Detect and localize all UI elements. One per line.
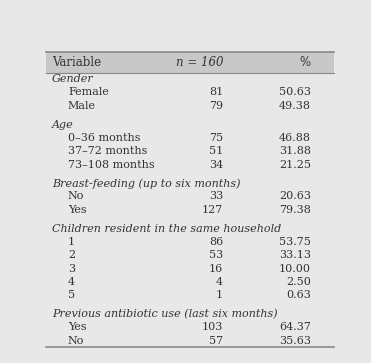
Text: 34: 34: [209, 160, 223, 170]
Text: Yes: Yes: [68, 322, 86, 332]
Text: 5: 5: [68, 290, 75, 301]
Text: 33: 33: [209, 191, 223, 201]
Text: 3: 3: [68, 264, 75, 274]
Text: Previous antibiotic use (last six months): Previous antibiotic use (last six months…: [52, 309, 278, 319]
Text: 21.25: 21.25: [279, 160, 311, 170]
Text: 81: 81: [209, 87, 223, 98]
Text: 33.13: 33.13: [279, 250, 311, 260]
Text: 2: 2: [68, 250, 75, 260]
Text: 35.63: 35.63: [279, 336, 311, 346]
Text: 2.50: 2.50: [286, 277, 311, 287]
Text: 49.38: 49.38: [279, 101, 311, 111]
Text: Gender: Gender: [52, 74, 94, 84]
Text: Breast-feeding (up to six months): Breast-feeding (up to six months): [52, 178, 241, 189]
Text: 31.88: 31.88: [279, 146, 311, 156]
Text: 1: 1: [68, 237, 75, 247]
Text: 46.88: 46.88: [279, 133, 311, 143]
Text: 57: 57: [209, 336, 223, 346]
Text: No: No: [68, 191, 84, 201]
Text: 103: 103: [202, 322, 223, 332]
Text: Age: Age: [52, 120, 74, 130]
Text: Children resident in the same household: Children resident in the same household: [52, 224, 281, 234]
Text: 79.38: 79.38: [279, 205, 311, 215]
Text: 50.63: 50.63: [279, 87, 311, 98]
Text: 127: 127: [202, 205, 223, 215]
Text: 37–72 months: 37–72 months: [68, 146, 147, 156]
Text: 4: 4: [68, 277, 75, 287]
Text: 53.75: 53.75: [279, 237, 311, 247]
Text: 10.00: 10.00: [279, 264, 311, 274]
Text: %: %: [300, 56, 311, 69]
Text: 4: 4: [216, 277, 223, 287]
Text: No: No: [68, 336, 84, 346]
Text: 0.63: 0.63: [286, 290, 311, 301]
Text: Male: Male: [68, 101, 96, 111]
Text: 53: 53: [209, 250, 223, 260]
Text: 1: 1: [216, 290, 223, 301]
Text: 0–36 months: 0–36 months: [68, 133, 141, 143]
Text: Variable: Variable: [52, 56, 101, 69]
Text: 64.37: 64.37: [279, 322, 311, 332]
Text: 79: 79: [209, 101, 223, 111]
Text: 16: 16: [209, 264, 223, 274]
Text: 51: 51: [209, 146, 223, 156]
Text: Female: Female: [68, 87, 109, 98]
Text: Yes: Yes: [68, 205, 86, 215]
Text: 20.63: 20.63: [279, 191, 311, 201]
Text: 86: 86: [209, 237, 223, 247]
Text: 73–108 months: 73–108 months: [68, 160, 155, 170]
Text: n = 160: n = 160: [176, 56, 223, 69]
Text: 75: 75: [209, 133, 223, 143]
FancyBboxPatch shape: [46, 52, 334, 73]
